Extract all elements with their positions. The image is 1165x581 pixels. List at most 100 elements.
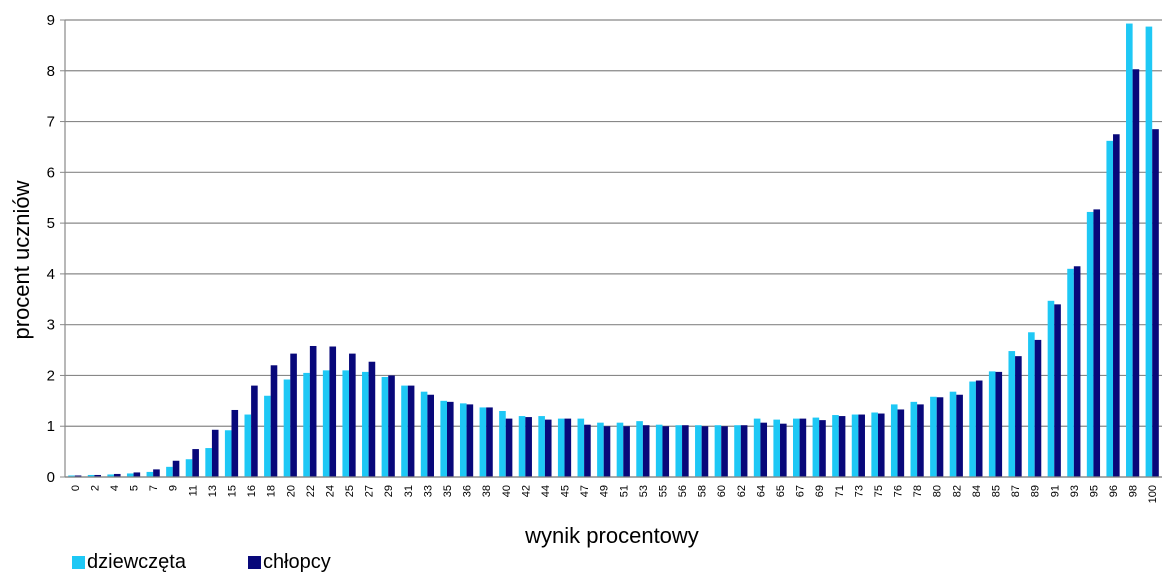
bar-chlopcy	[427, 394, 434, 477]
bar-dziewczeta	[1067, 268, 1074, 477]
y-tick-label: 4	[47, 266, 55, 283]
bar-dziewczeta	[185, 459, 193, 477]
bar-dziewczeta	[244, 414, 252, 477]
bar-chlopcy	[917, 404, 924, 477]
y-tick-label: 5	[47, 215, 55, 232]
bar-dziewczeta	[362, 371, 369, 477]
bar-dziewczeta	[773, 419, 781, 477]
bar-chlopcy	[740, 425, 748, 477]
x-axis-label: wynik procentowy	[524, 523, 699, 548]
bar-dziewczeta	[87, 474, 95, 477]
bar-dziewczeta	[871, 412, 878, 477]
bar-chlopcy	[388, 375, 395, 477]
bar-chlopcy	[760, 422, 768, 477]
bar-dziewczeta	[401, 385, 408, 477]
bar-dziewczeta	[68, 475, 75, 477]
x-tick-label: 71	[834, 485, 846, 497]
bar-dziewczeta	[440, 400, 447, 477]
bar-dziewczeta	[1028, 332, 1035, 477]
bar-chlopcy	[486, 407, 493, 477]
bar-chlopcy	[309, 345, 317, 477]
x-tick-label: 91	[1049, 485, 1061, 497]
bar-chlopcy	[662, 426, 670, 477]
x-tick-label: 18	[266, 485, 278, 497]
bar-dziewczeta	[890, 404, 898, 477]
axes	[64, 20, 1162, 478]
bar-chlopcy	[133, 472, 141, 477]
bar-dziewczeta	[381, 376, 389, 477]
bar-dziewczeta	[655, 424, 663, 477]
bar-dziewczeta	[107, 474, 114, 477]
bar-dziewczeta	[146, 471, 154, 477]
bar-chlopcy	[192, 449, 199, 477]
bar-dziewczeta	[910, 401, 918, 477]
bar-chlopcy	[349, 353, 356, 477]
bar-dziewczeta	[851, 414, 859, 477]
x-tick-label: 15	[227, 485, 239, 497]
x-tick-label: 44	[540, 485, 552, 497]
x-tick-label: 64	[755, 485, 767, 497]
bar-dziewczeta	[1126, 23, 1133, 478]
bar-dziewczeta	[479, 407, 487, 477]
y-tick-label: 3	[47, 317, 55, 334]
bar-chlopcy	[584, 424, 591, 477]
bar-dziewczeta	[283, 379, 291, 477]
x-tick-label: 67	[795, 485, 807, 497]
bar-dziewczeta	[1047, 300, 1055, 477]
bar-chlopcy	[74, 475, 82, 477]
bar-dziewczeta	[988, 371, 996, 477]
x-tick-label: 33	[422, 485, 434, 497]
bar-chlopcy	[799, 418, 807, 477]
bar-chlopcy	[231, 409, 239, 477]
bar-chlopcy	[525, 417, 532, 477]
x-tick-label: 56	[677, 485, 689, 497]
bar-dziewczeta	[636, 421, 643, 477]
bar-chlopcy	[1152, 129, 1159, 478]
bar-dziewczeta	[1008, 351, 1016, 477]
bars	[68, 23, 1159, 478]
bar-dziewczeta	[577, 418, 585, 477]
bar-chlopcy	[407, 385, 415, 477]
x-tick-label: 53	[638, 485, 650, 497]
x-tick-label: 36	[462, 485, 474, 497]
legend-label-chlopcy: chłopcy	[262, 551, 331, 573]
y-tick-label: 1	[47, 418, 55, 435]
x-tick-label: 51	[618, 485, 630, 497]
x-tick-label: 16	[246, 485, 258, 497]
x-tick-label: 29	[383, 485, 395, 497]
bar-dziewczeta	[930, 396, 937, 477]
bar-chlopcy	[505, 418, 513, 477]
bar-chlopcy	[1015, 356, 1022, 477]
y-axis-label: procent uczniów	[9, 180, 34, 339]
bar-chlopcy	[1034, 339, 1042, 477]
x-tick-label: 100	[1147, 485, 1159, 503]
bar-dziewczeta	[459, 403, 467, 477]
bar-chlopcy	[897, 409, 905, 477]
bar-chlopcy	[721, 426, 728, 477]
x-tick-label: 76	[893, 485, 905, 497]
y-tick-label: 6	[47, 164, 55, 181]
bar-chlopcy	[838, 416, 846, 477]
bar-chlopcy	[172, 460, 180, 477]
bar-dziewczeta	[753, 418, 761, 477]
x-tick-label: 27	[364, 485, 376, 497]
x-tick-label: 78	[912, 485, 924, 497]
bar-dziewczeta	[538, 416, 545, 477]
x-tick-label: 69	[814, 485, 826, 497]
bar-chlopcy	[858, 414, 865, 477]
bar-dziewczeta	[557, 418, 565, 477]
bar-chlopcy	[819, 420, 826, 477]
x-tick-label: 4	[109, 485, 121, 491]
bar-dziewczeta	[734, 425, 741, 477]
bar-dziewczeta	[1106, 140, 1114, 477]
bar-dziewczeta	[969, 381, 976, 477]
bar-dziewczeta	[499, 410, 506, 477]
legend-label-dziewczeta: dziewczęta	[87, 551, 186, 573]
bar-chlopcy	[544, 419, 552, 477]
bar-chlopcy	[270, 365, 278, 477]
bar-dziewczeta	[322, 370, 330, 477]
legend-swatch-dziewczeta	[72, 556, 85, 569]
bar-dziewczeta	[675, 425, 683, 477]
bar-dziewczeta	[597, 422, 604, 477]
